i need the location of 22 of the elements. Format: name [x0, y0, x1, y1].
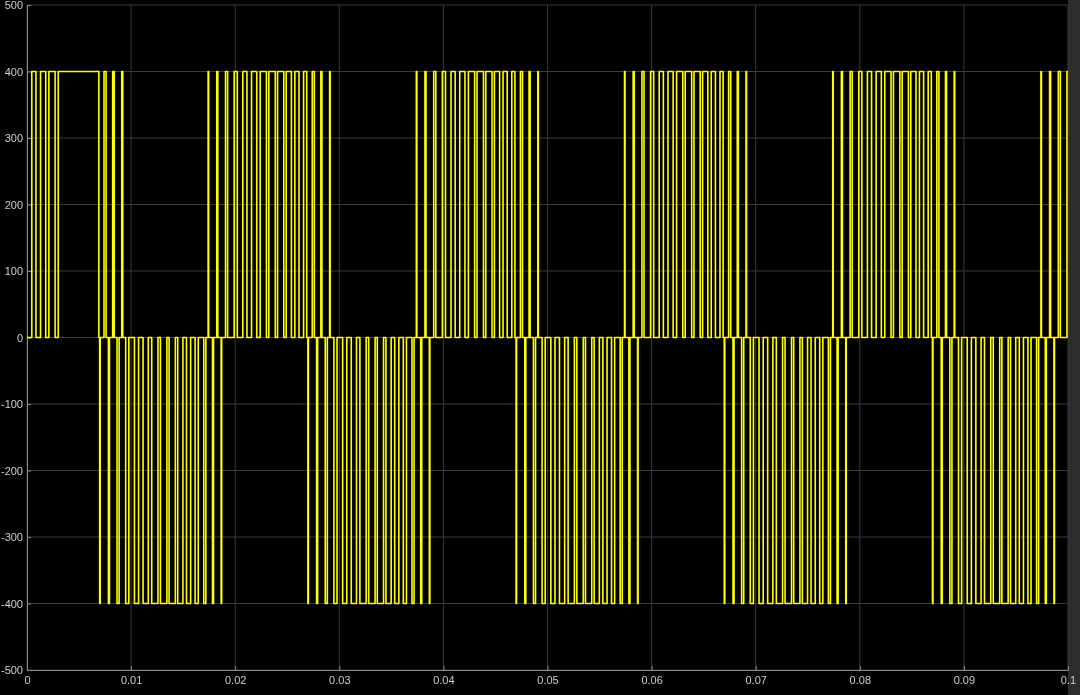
x-tick-label: 0.05 — [537, 673, 559, 686]
y-tick-label: -100 — [0, 398, 23, 411]
y-tick-label: -500 — [0, 664, 23, 677]
x-tick-label: 0.07 — [745, 673, 767, 686]
x-tick-label: 0.1 — [1060, 673, 1077, 686]
x-tick-label: 0.09 — [953, 673, 976, 686]
x-tick-label: 0.02 — [224, 673, 247, 686]
y-tick-label: -300 — [0, 531, 23, 544]
x-tick-label: 0.08 — [849, 673, 872, 686]
x-tick-label: 0.04 — [433, 673, 455, 686]
y-tick-label: -200 — [0, 464, 23, 477]
x-tick-label: 0.01 — [120, 673, 143, 686]
y-tick-label: -400 — [0, 597, 23, 610]
y-tick-label: 200 — [4, 198, 23, 211]
y-tick-label: 500 — [4, 0, 23, 12]
y-tick-label: 400 — [4, 65, 23, 78]
y-tick-label: 100 — [4, 265, 23, 278]
y-tick-label: 0 — [16, 331, 23, 344]
x-tick-label: 0.06 — [641, 673, 663, 686]
y-tick-label: 300 — [4, 132, 23, 145]
x-tick-label: 0 — [24, 673, 31, 686]
x-tick-label: 0.03 — [329, 673, 351, 686]
